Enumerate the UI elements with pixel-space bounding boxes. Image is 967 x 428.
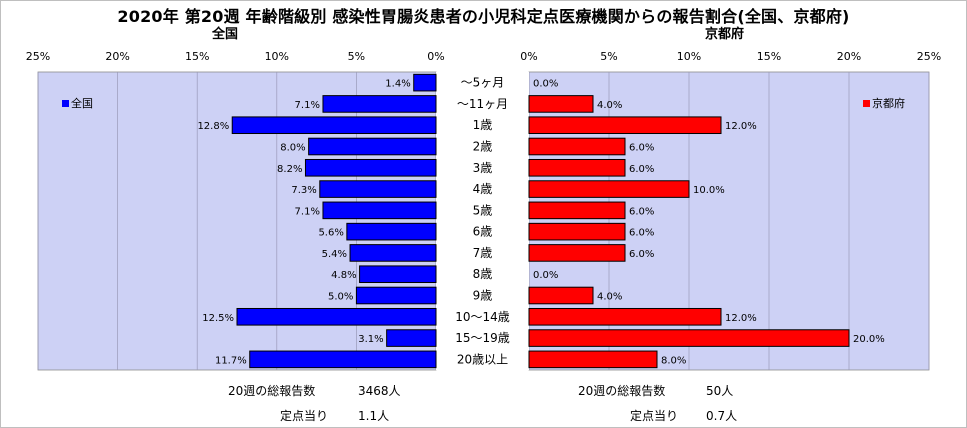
national-x-tick-label: 5% xyxy=(348,50,365,63)
category-label: 7歳 xyxy=(473,246,493,260)
category-label: 20歳以上 xyxy=(457,352,508,366)
kyoto-legend-swatch xyxy=(863,99,870,107)
kyoto-x-tick-label: 5% xyxy=(600,50,617,63)
kyoto-bar xyxy=(528,222,626,241)
category-label: 1歳 xyxy=(473,118,493,132)
national-panel-title: 全国 xyxy=(212,27,239,42)
category-label: 9歳 xyxy=(473,289,493,303)
national-data-label: 7.3% xyxy=(291,185,316,196)
national-data-label: 5.0% xyxy=(328,292,353,303)
kyoto-panel-title: 京都府 xyxy=(705,27,745,42)
national-x-tick-label: 15% xyxy=(185,50,209,63)
national-data-label: 7.1% xyxy=(295,100,320,111)
kyoto-data-label: 6.0% xyxy=(629,228,654,239)
national-bar xyxy=(355,286,437,305)
national-data-label: 3.1% xyxy=(358,334,383,345)
category-label: 5歳 xyxy=(473,203,493,217)
category-label: 2歳 xyxy=(473,140,493,154)
chart-title: 2020年 第20週 年齢階級別 感染性胃腸炎患者の小児科定点医療機関からの報告… xyxy=(117,7,850,26)
national-x-tick-label: 0% xyxy=(427,50,444,63)
category-label: 15～19歳 xyxy=(455,331,510,345)
national-bar xyxy=(322,95,437,113)
kyoto-x-tick-label: 25% xyxy=(917,50,941,63)
national-total-label: 20週の総報告数 xyxy=(228,384,316,398)
category-label: 8歳 xyxy=(473,267,493,281)
kyoto-data-label: 10.0% xyxy=(693,185,725,196)
kyoto-total-value: 50人 xyxy=(706,384,734,398)
kyoto-data-label: 6.0% xyxy=(629,164,654,175)
national-bar xyxy=(304,158,437,177)
national-per-value: 1.1人 xyxy=(358,409,390,423)
national-x-tick-label: 10% xyxy=(265,50,289,63)
national-bar xyxy=(249,350,437,369)
kyoto-data-label: 20.0% xyxy=(853,334,885,345)
national-data-label: 8.2% xyxy=(277,164,302,175)
kyoto-bar xyxy=(528,158,626,177)
national-data-label: 5.6% xyxy=(318,228,343,239)
kyoto-per-value: 0.7人 xyxy=(706,409,738,423)
national-bar xyxy=(349,244,437,262)
kyoto-x-tick-label: 0% xyxy=(520,50,537,63)
category-label: ～11ヶ月 xyxy=(457,97,508,111)
category-label: ～5ヶ月 xyxy=(461,76,505,90)
kyoto-bar xyxy=(528,95,594,113)
national-x-tick-label: 20% xyxy=(105,50,129,63)
kyoto-data-label: 0.0% xyxy=(533,270,558,281)
national-data-label: 8.0% xyxy=(280,143,305,154)
kyoto-bar xyxy=(528,137,626,156)
national-legend: 全国 xyxy=(62,95,93,111)
national-legend-swatch xyxy=(62,99,69,107)
kyoto-bar xyxy=(528,307,722,326)
kyoto-legend-label: 京都府 xyxy=(872,97,905,110)
kyoto-data-label: 4.0% xyxy=(597,100,622,111)
kyoto-bar xyxy=(528,286,594,305)
national-bar xyxy=(236,307,437,326)
national-data-label: 11.7% xyxy=(215,355,247,366)
national-bar xyxy=(346,222,437,241)
kyoto-data-label: 0.0% xyxy=(533,79,558,90)
kyoto-total-label: 20週の総報告数 xyxy=(578,384,666,398)
national-bar xyxy=(322,201,437,220)
kyoto-legend: 京都府 xyxy=(863,95,905,111)
kyoto-data-label: 12.0% xyxy=(725,313,757,324)
kyoto-bar xyxy=(528,180,690,198)
national-bar xyxy=(359,265,437,284)
national-legend-label: 全国 xyxy=(71,97,93,110)
national-data-label: 12.8% xyxy=(197,121,229,132)
national-bar xyxy=(308,137,437,156)
category-label: 6歳 xyxy=(473,225,493,239)
category-label: 10～14歳 xyxy=(455,310,510,324)
national-x-tick-label: 25% xyxy=(26,50,50,63)
kyoto-bar xyxy=(528,350,658,369)
category-label: 4歳 xyxy=(473,182,493,196)
kyoto-x-tick-label: 15% xyxy=(757,50,781,63)
category-label-background xyxy=(436,72,529,370)
kyoto-data-label: 4.0% xyxy=(597,292,622,303)
kyoto-data-label: 6.0% xyxy=(629,249,654,260)
kyoto-bar xyxy=(528,116,722,135)
kyoto-data-label: 12.0% xyxy=(725,121,757,132)
national-total-value: 3468人 xyxy=(358,384,401,398)
kyoto-x-tick-label: 20% xyxy=(837,50,861,63)
national-data-label: 7.1% xyxy=(295,206,320,217)
kyoto-per-label: 定点当り xyxy=(630,409,679,423)
national-per-label: 定点当り xyxy=(280,409,329,423)
national-data-label: 4.8% xyxy=(331,270,356,281)
category-label: 3歳 xyxy=(473,161,493,175)
kyoto-bar xyxy=(528,329,850,347)
national-bar xyxy=(413,73,437,92)
national-data-label: 5.4% xyxy=(322,249,347,260)
national-data-label: 1.4% xyxy=(385,79,410,90)
kyoto-x-tick-label: 10% xyxy=(677,50,701,63)
kyoto-bar xyxy=(528,244,626,262)
national-bar xyxy=(231,116,437,135)
kyoto-data-label: 6.0% xyxy=(629,206,654,217)
national-bar xyxy=(386,329,437,347)
kyoto-data-label: 6.0% xyxy=(629,143,654,154)
kyoto-data-label: 8.0% xyxy=(661,355,686,366)
national-bar xyxy=(319,180,437,198)
national-data-label: 12.5% xyxy=(202,313,234,324)
kyoto-bar xyxy=(528,201,626,220)
